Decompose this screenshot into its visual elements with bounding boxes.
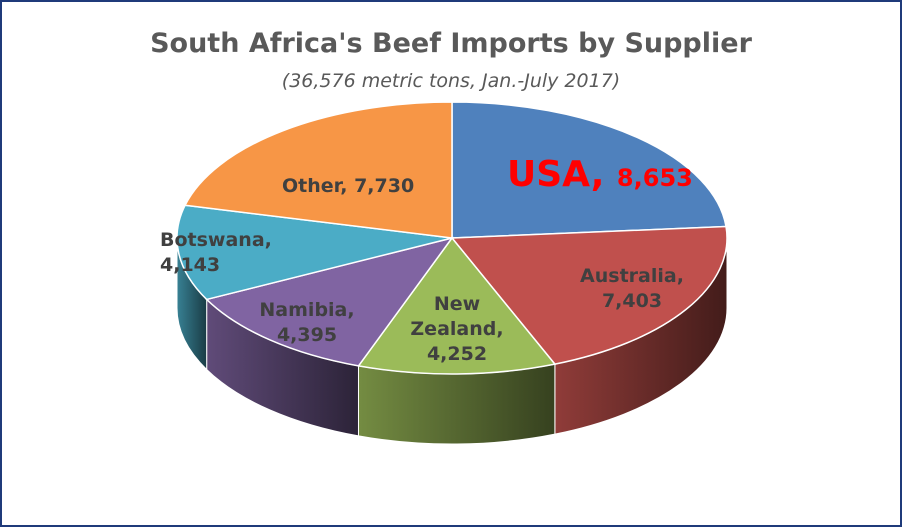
label-usa-name: USA [507, 154, 591, 195]
label-usa: USA, 8,653 [507, 154, 693, 195]
label-other: Other, 7,730 [282, 175, 415, 197]
label-namibia: Namibia, 4,395 [259, 299, 355, 346]
chart-title: South Africa's Beef Imports by Supplier [150, 28, 752, 59]
pie-side-new-zealand [357, 363, 556, 445]
pie-slice-australia [450, 225, 728, 365]
label-botswana: Botswana, 4,143 [160, 229, 272, 276]
pie-slice-new-zealand [357, 236, 557, 375]
pie-slice-usa [451, 101, 727, 239]
pie-slice-other [183, 101, 453, 239]
label-usa-value: 8,653 [616, 164, 693, 192]
pie-slice-botswana [176, 204, 453, 301]
label-australia: Australia, 7,403 [580, 265, 684, 312]
chart-subtitle: (36,576 metric tons, Jan.-July 2017) [281, 70, 621, 92]
label-new-zealand: New Zealand, 4,252 [410, 293, 504, 365]
pie-slice-namibia [205, 236, 454, 367]
